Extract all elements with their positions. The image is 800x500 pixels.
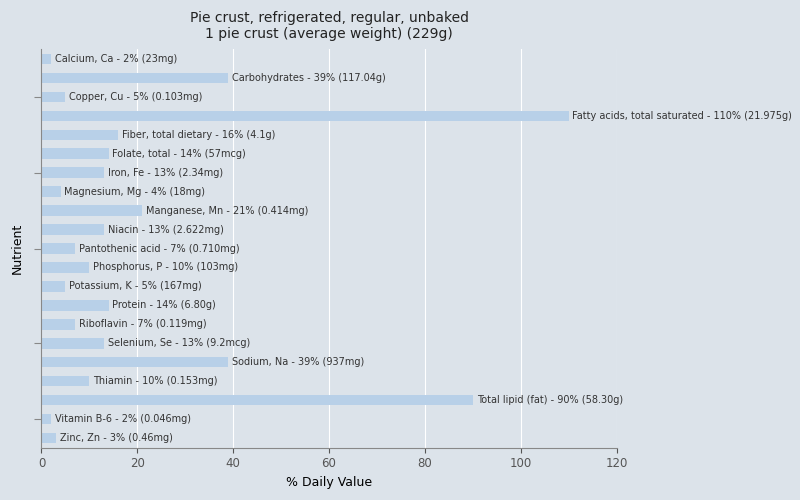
- Bar: [42, 414, 51, 424]
- Text: Fiber, total dietary - 16% (4.1g): Fiber, total dietary - 16% (4.1g): [122, 130, 275, 140]
- Bar: [42, 54, 51, 64]
- Bar: [42, 206, 142, 216]
- Text: Manganese, Mn - 21% (0.414mg): Manganese, Mn - 21% (0.414mg): [146, 206, 308, 216]
- Text: Iron, Fe - 13% (2.34mg): Iron, Fe - 13% (2.34mg): [108, 168, 222, 177]
- Bar: [42, 92, 66, 102]
- Text: Fatty acids, total saturated - 110% (21.975g): Fatty acids, total saturated - 110% (21.…: [573, 111, 792, 121]
- Bar: [42, 338, 104, 348]
- Y-axis label: Nutrient: Nutrient: [11, 223, 24, 274]
- Bar: [42, 130, 118, 140]
- Text: Calcium, Ca - 2% (23mg): Calcium, Ca - 2% (23mg): [55, 54, 177, 64]
- Bar: [42, 72, 228, 83]
- Bar: [42, 376, 90, 386]
- Bar: [42, 300, 109, 310]
- Text: Selenium, Se - 13% (9.2mcg): Selenium, Se - 13% (9.2mcg): [108, 338, 250, 348]
- Text: Riboflavin - 7% (0.119mg): Riboflavin - 7% (0.119mg): [79, 320, 206, 330]
- X-axis label: % Daily Value: % Daily Value: [286, 476, 372, 489]
- Bar: [42, 110, 569, 121]
- Bar: [42, 168, 104, 178]
- Bar: [42, 148, 109, 159]
- Text: Magnesium, Mg - 4% (18mg): Magnesium, Mg - 4% (18mg): [65, 186, 206, 196]
- Bar: [42, 319, 75, 330]
- Bar: [42, 244, 75, 254]
- Text: Zinc, Zn - 3% (0.46mg): Zinc, Zn - 3% (0.46mg): [60, 433, 173, 443]
- Text: Thiamin - 10% (0.153mg): Thiamin - 10% (0.153mg): [94, 376, 218, 386]
- Text: Vitamin B-6 - 2% (0.046mg): Vitamin B-6 - 2% (0.046mg): [55, 414, 191, 424]
- Text: Total lipid (fat) - 90% (58.30g): Total lipid (fat) - 90% (58.30g): [477, 395, 622, 405]
- Bar: [42, 186, 61, 197]
- Text: Niacin - 13% (2.622mg): Niacin - 13% (2.622mg): [108, 224, 223, 234]
- Bar: [42, 281, 66, 291]
- Text: Phosphorus, P - 10% (103mg): Phosphorus, P - 10% (103mg): [94, 262, 238, 272]
- Bar: [42, 433, 56, 444]
- Text: Sodium, Na - 39% (937mg): Sodium, Na - 39% (937mg): [232, 358, 365, 368]
- Text: Pantothenic acid - 7% (0.710mg): Pantothenic acid - 7% (0.710mg): [79, 244, 239, 254]
- Bar: [42, 395, 473, 406]
- Text: Potassium, K - 5% (167mg): Potassium, K - 5% (167mg): [70, 282, 202, 292]
- Bar: [42, 262, 90, 272]
- Text: Carbohydrates - 39% (117.04g): Carbohydrates - 39% (117.04g): [232, 73, 386, 83]
- Text: Copper, Cu - 5% (0.103mg): Copper, Cu - 5% (0.103mg): [70, 92, 202, 102]
- Bar: [42, 357, 228, 368]
- Title: Pie crust, refrigerated, regular, unbaked
1 pie crust (average weight) (229g): Pie crust, refrigerated, regular, unbake…: [190, 11, 469, 42]
- Text: Protein - 14% (6.80g): Protein - 14% (6.80g): [112, 300, 216, 310]
- Bar: [42, 224, 104, 235]
- Text: Folate, total - 14% (57mcg): Folate, total - 14% (57mcg): [112, 148, 246, 158]
